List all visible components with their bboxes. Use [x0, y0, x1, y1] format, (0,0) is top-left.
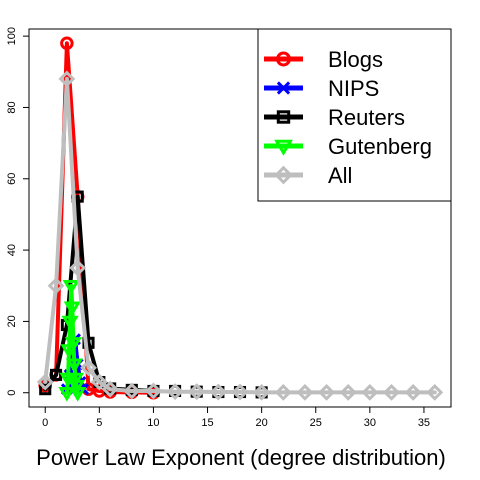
y-tick-label: 20 — [6, 315, 18, 327]
legend-item-reuters: Reuters — [264, 105, 405, 130]
gutenberg-point — [65, 358, 84, 374]
gutenberg-point — [66, 372, 85, 388]
gutenberg-point — [69, 387, 87, 402]
legend-item-all: All — [264, 163, 352, 188]
series-gutenberg — [58, 280, 87, 402]
all-point — [123, 382, 141, 400]
legend-item-gutenberg: Gutenberg — [264, 134, 432, 159]
all-point — [36, 373, 54, 391]
all-line — [43, 76, 437, 395]
all-point — [166, 383, 184, 401]
x-tick-label: 30 — [364, 417, 376, 429]
y-tick-label: 100 — [6, 27, 18, 45]
x-axis-title: Power Law Exponent (degree distribution) — [36, 445, 446, 470]
y-tick-label: 60 — [6, 173, 18, 185]
all-point — [145, 382, 162, 400]
all-point — [274, 383, 292, 401]
legend-item-blogs: Blogs — [264, 47, 383, 72]
all-point — [58, 70, 76, 88]
gutenberg-point — [62, 280, 80, 295]
all-point — [101, 380, 119, 398]
y-tick-label: 40 — [6, 244, 18, 256]
legend-marker — [276, 51, 291, 67]
x-tick-label: 10 — [147, 417, 159, 429]
all-point — [404, 383, 422, 401]
all-point — [47, 277, 65, 295]
all-point — [80, 359, 97, 377]
x-tick-label: 5 — [96, 417, 102, 429]
legend-label: Blogs — [328, 47, 383, 72]
all-point — [90, 373, 108, 391]
series-all — [36, 70, 444, 401]
x-tick-label: 25 — [310, 417, 322, 429]
reuters-point — [50, 368, 63, 381]
blogs-point — [60, 36, 74, 51]
legend-marker — [276, 81, 291, 95]
legend-label: All — [328, 163, 352, 188]
legend-marker — [274, 165, 293, 185]
legend: Blogs NIPS Reuters Gutenberg All — [257, 28, 452, 202]
all-point — [253, 383, 271, 401]
legend-item-nips: NIPS — [264, 76, 379, 101]
x-tick-label: 0 — [42, 417, 48, 429]
x-tick-label: 20 — [256, 417, 268, 429]
series-group — [36, 36, 444, 402]
legend-label: Gutenberg — [328, 134, 432, 159]
all-point — [318, 383, 335, 401]
y-tick-label: 0 — [6, 390, 18, 396]
all-point — [361, 383, 379, 401]
legend-marker — [276, 110, 291, 124]
all-point — [69, 259, 87, 277]
gutenberg-point — [64, 337, 82, 352]
gutenberg-point — [60, 344, 78, 359]
all-point — [188, 383, 206, 401]
all-point — [209, 383, 227, 401]
gutenberg-point — [58, 387, 76, 402]
legend-marker — [274, 139, 293, 156]
legend-label: NIPS — [328, 76, 379, 101]
all-point — [339, 383, 357, 401]
all-point — [426, 383, 444, 401]
x-tick-label: 15 — [201, 417, 213, 429]
x-tick-label: 35 — [418, 417, 430, 429]
all-point — [231, 383, 249, 401]
all-point — [296, 383, 314, 401]
gutenberg-point — [63, 301, 81, 317]
axes-group: 0 5 10 15 20 25 30 35 0 20 40 60 80 100 — [6, 27, 452, 429]
legend-label: Reuters — [328, 105, 405, 130]
y-tick-label: 80 — [6, 101, 18, 113]
all-point — [383, 383, 400, 401]
marker-stroke — [276, 81, 291, 95]
reuters-point — [39, 383, 52, 396]
gutenberg-point — [61, 315, 79, 331]
gutenberg-point — [68, 379, 86, 395]
